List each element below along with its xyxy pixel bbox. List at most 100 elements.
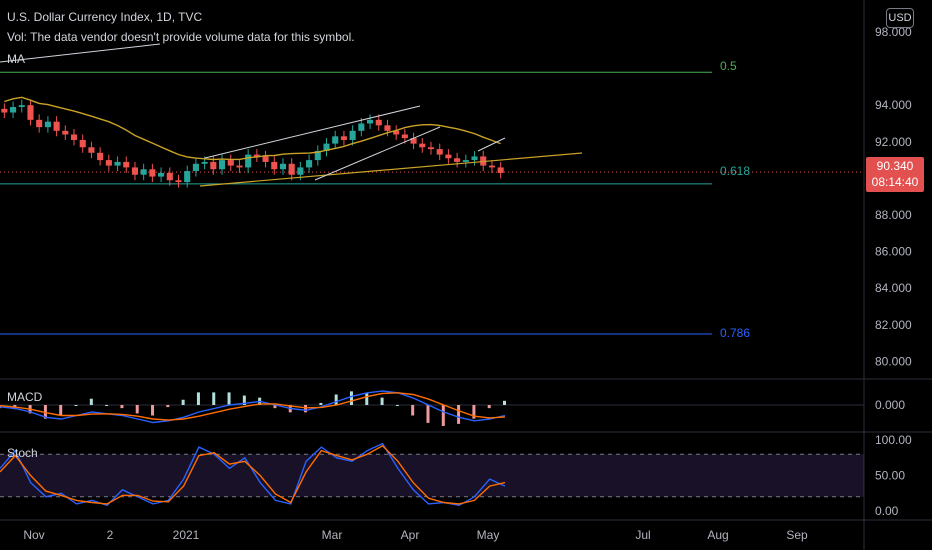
candle-body (149, 169, 156, 177)
fib-label-0-5: 0.5 (720, 59, 737, 73)
candle-body (201, 161, 208, 164)
stoch-d-line (0, 444, 506, 505)
fib-label-0-786: 0.786 (720, 326, 751, 340)
candle-body (218, 160, 226, 170)
candle-body (53, 121, 60, 131)
candle-body (419, 143, 426, 148)
candle-body (410, 138, 417, 144)
macd-histogram-bar (304, 405, 308, 413)
candle-body (314, 150, 321, 161)
candle-body (349, 130, 356, 140)
candle-body (279, 163, 287, 170)
candle-body (123, 161, 130, 168)
price-candles (1, 99, 504, 188)
price-tick-label: 84.000 (875, 281, 912, 295)
channel-upper-line (204, 105, 421, 159)
symbol-title[interactable]: U.S. Dollar Currency Index, 1D, TVC (7, 10, 203, 24)
candle-body (332, 136, 339, 144)
candle-body (384, 125, 391, 131)
candle-body (436, 149, 443, 155)
candle-body (306, 160, 313, 168)
candle-body (471, 156, 478, 161)
candle-body (236, 165, 243, 168)
candle-body (497, 167, 504, 173)
macd-histogram-bar (411, 405, 415, 416)
macd-histogram-bar (89, 398, 93, 405)
macd-histogram-bar (334, 394, 338, 405)
time-tick-label: Apr (401, 528, 420, 542)
stoch-tick-label: 0.00 (875, 504, 899, 518)
candle-body (184, 171, 191, 183)
bar-countdown: 08:14:40 (871, 175, 919, 189)
candle-body (375, 119, 382, 126)
moving-average-line (4, 96, 501, 161)
macd-histogram-bar (166, 405, 170, 408)
candle-body (88, 147, 95, 153)
candle-body (462, 160, 469, 162)
time-tick-label: 2021 (173, 528, 200, 542)
price-tick-label: 88.000 (875, 208, 912, 222)
candle-body (44, 121, 51, 128)
candle-body (131, 167, 139, 175)
time-tick-label: Jul (635, 528, 650, 542)
macd-line (0, 390, 506, 424)
currency-button[interactable]: USD (886, 8, 914, 28)
candle-body (323, 143, 330, 151)
macd-label[interactable]: MACD (7, 390, 43, 404)
macd-histogram-bar (487, 405, 491, 409)
candle-body (140, 169, 147, 175)
macd-histogram-bar (273, 405, 277, 409)
wedge-upper-line (477, 137, 506, 152)
price-badge: 90.340 08:14:40 (866, 157, 924, 192)
macd-histogram-bar (181, 399, 185, 405)
stoch-band (0, 454, 864, 497)
macd-histogram-bar (151, 405, 155, 416)
candle-body (445, 154, 452, 159)
time-tick-label: 2 (107, 528, 114, 542)
volume-notice: Vol: The data vendor doesn't provide vol… (7, 30, 355, 44)
candle-body (27, 105, 34, 120)
stoch-panel (0, 442, 864, 507)
candle-body (271, 161, 278, 170)
macd-histogram-bar (395, 405, 399, 406)
price-tick-label: 94.000 (875, 98, 912, 112)
candle-body (210, 161, 217, 170)
macd-histogram-bar (365, 393, 369, 405)
stoch-tick-label: 100.00 (875, 433, 912, 447)
channel-lower-line (314, 126, 441, 181)
trendlines[interactable] (0, 43, 583, 187)
fib-label-0-618: 0.618 (720, 164, 751, 178)
macd-histogram-bar (457, 405, 461, 424)
candle-body (358, 123, 365, 131)
ma-legend[interactable]: MA (7, 52, 25, 66)
macd-histogram-bar (135, 405, 139, 414)
candle-body (62, 130, 69, 135)
candle-body (454, 158, 461, 162)
time-tick-label: Nov (23, 528, 44, 542)
candle-body (401, 134, 408, 139)
macd-histogram-bar (242, 395, 246, 405)
stoch-label[interactable]: Stoch (7, 446, 38, 460)
candle-body (166, 172, 173, 181)
macd-histogram-bar (74, 405, 78, 406)
time-tick-label: Sep (786, 528, 808, 542)
macd-histogram-bar (227, 392, 231, 405)
macd-histogram-bar (380, 397, 384, 405)
candle-body (105, 160, 112, 166)
price-tick-label: 98.000 (875, 25, 912, 39)
candle-body (488, 165, 495, 168)
time-tick-label: Aug (707, 528, 728, 542)
candle-body (340, 136, 347, 140)
macd-histogram-bar (105, 405, 109, 406)
trendline-support (199, 152, 583, 187)
macd-histogram-bar (472, 405, 476, 419)
time-tick-label: May (477, 528, 500, 542)
candle-body (427, 147, 435, 150)
candle-body (175, 180, 182, 183)
macd-histogram-bar (59, 405, 63, 416)
candle-body (262, 156, 269, 162)
candle-body (245, 154, 252, 168)
candle-body (10, 107, 17, 113)
